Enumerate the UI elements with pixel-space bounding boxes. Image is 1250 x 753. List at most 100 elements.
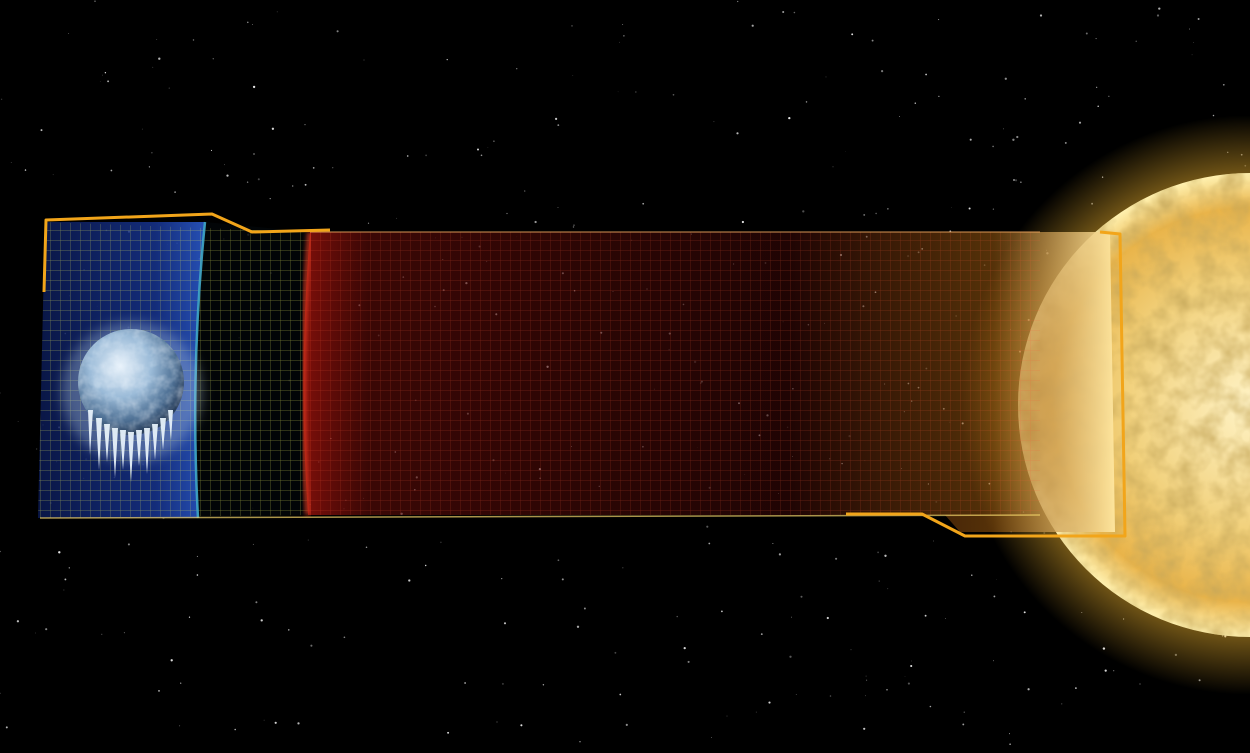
star bbox=[36, 448, 38, 450]
star bbox=[623, 35, 625, 37]
star bbox=[406, 155, 409, 157]
star bbox=[826, 616, 829, 620]
star bbox=[269, 197, 271, 200]
star bbox=[1097, 105, 1099, 107]
star bbox=[304, 183, 307, 186]
star bbox=[446, 58, 448, 61]
star bbox=[793, 11, 796, 14]
star bbox=[791, 616, 792, 618]
star bbox=[365, 546, 368, 548]
star bbox=[579, 741, 581, 743]
star bbox=[760, 633, 763, 635]
star bbox=[687, 660, 690, 663]
star bbox=[971, 574, 973, 576]
star bbox=[170, 659, 173, 662]
star bbox=[938, 19, 940, 21]
star bbox=[676, 615, 678, 618]
star bbox=[992, 145, 994, 148]
star bbox=[396, 217, 398, 219]
star bbox=[938, 95, 940, 97]
star bbox=[583, 607, 586, 610]
star bbox=[487, 146, 489, 148]
star bbox=[881, 70, 884, 73]
star bbox=[635, 91, 637, 93]
star bbox=[914, 102, 917, 104]
star bbox=[805, 101, 808, 103]
star bbox=[736, 132, 739, 135]
frozen-planet bbox=[62, 322, 202, 482]
star bbox=[945, 618, 946, 619]
star bbox=[168, 87, 170, 89]
star bbox=[520, 724, 523, 727]
star bbox=[276, 11, 278, 13]
star bbox=[622, 24, 624, 25]
star bbox=[110, 169, 113, 172]
star bbox=[304, 123, 306, 126]
star bbox=[683, 646, 686, 650]
star bbox=[1113, 670, 1115, 672]
star bbox=[45, 628, 48, 631]
star bbox=[107, 80, 110, 83]
star bbox=[992, 208, 995, 210]
star bbox=[408, 579, 411, 582]
star bbox=[963, 711, 966, 713]
star bbox=[464, 682, 466, 684]
star bbox=[336, 30, 339, 33]
star bbox=[480, 154, 483, 157]
star bbox=[257, 178, 260, 181]
star bbox=[152, 66, 154, 68]
star bbox=[877, 551, 879, 554]
star bbox=[10, 162, 12, 163]
star bbox=[925, 73, 927, 76]
star bbox=[101, 74, 103, 76]
star bbox=[672, 93, 675, 96]
star bbox=[708, 542, 711, 545]
star bbox=[863, 727, 866, 730]
icicles bbox=[88, 410, 173, 482]
star bbox=[1095, 38, 1097, 40]
star bbox=[94, 0, 96, 3]
star bbox=[493, 140, 495, 143]
star bbox=[1135, 40, 1137, 42]
star bbox=[506, 212, 508, 215]
star bbox=[5, 726, 8, 729]
star bbox=[1156, 14, 1160, 17]
star bbox=[64, 578, 67, 581]
star bbox=[292, 185, 294, 187]
star bbox=[1158, 7, 1161, 10]
star bbox=[148, 166, 151, 168]
star bbox=[557, 207, 559, 209]
star bbox=[223, 164, 225, 166]
star bbox=[993, 595, 996, 598]
star bbox=[367, 222, 370, 224]
frame-bracket bbox=[42, 212, 1127, 538]
star bbox=[1189, 28, 1190, 30]
star bbox=[554, 117, 558, 121]
star bbox=[614, 651, 617, 654]
star bbox=[363, 59, 365, 61]
star bbox=[1212, 114, 1215, 117]
star bbox=[247, 21, 249, 24]
star bbox=[127, 543, 130, 546]
star bbox=[501, 577, 503, 580]
star bbox=[642, 202, 645, 205]
star bbox=[226, 174, 229, 177]
star bbox=[151, 152, 153, 154]
star bbox=[63, 589, 65, 591]
star bbox=[875, 212, 877, 215]
star bbox=[271, 127, 275, 130]
star bbox=[252, 543, 254, 545]
star bbox=[288, 629, 290, 631]
star bbox=[929, 705, 932, 708]
star bbox=[751, 24, 754, 27]
star bbox=[99, 81, 101, 82]
star bbox=[1064, 141, 1067, 144]
star bbox=[496, 721, 498, 723]
star bbox=[141, 128, 143, 130]
star bbox=[1016, 135, 1019, 139]
star bbox=[741, 220, 745, 224]
star bbox=[625, 723, 628, 727]
star bbox=[962, 723, 965, 726]
star bbox=[1009, 733, 1010, 735]
star bbox=[1075, 687, 1077, 689]
